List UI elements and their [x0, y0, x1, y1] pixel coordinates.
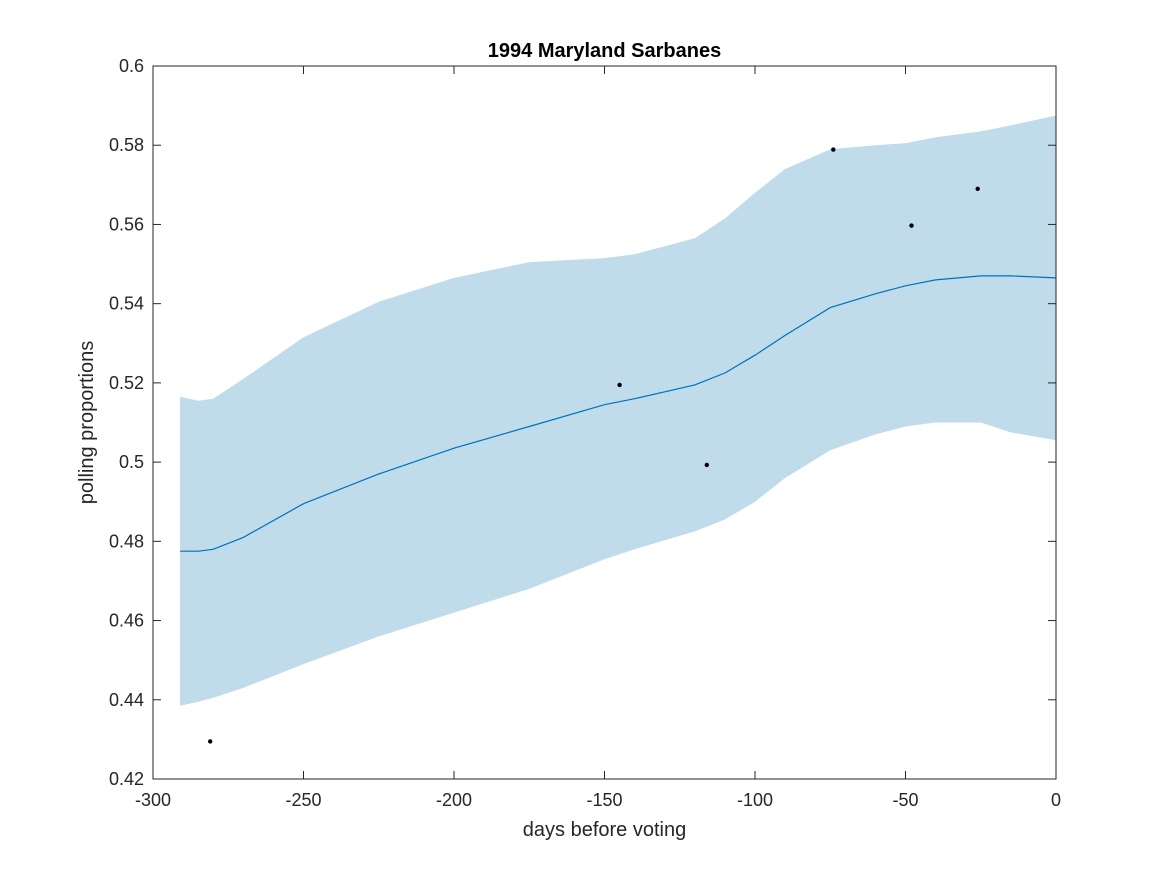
x-tick-label: -100: [737, 790, 773, 810]
y-tick-label: 0.52: [109, 373, 144, 393]
y-tick-label: 0.6: [119, 56, 144, 76]
x-tick-label: -200: [436, 790, 472, 810]
y-tick-label: 0.42: [109, 769, 144, 789]
y-tick-label: 0.54: [109, 294, 144, 314]
mean-line-layer: [180, 275, 1057, 552]
tick-layer: -300 -250 -200 -150 -100 -50 0 0.42 0.44 0.46 0.48…: [109, 56, 1061, 810]
y-tick-label: 0.58: [109, 135, 144, 155]
poll-point: [831, 147, 836, 152]
confidence-band-layer: [180, 115, 1057, 706]
poll-point: [909, 223, 914, 228]
y-tick-label: 0.56: [109, 214, 144, 234]
y-tick-label: 0.44: [109, 690, 144, 710]
x-tick-label: -300: [135, 790, 171, 810]
poll-point: [975, 186, 980, 191]
confidence-band: [180, 115, 1057, 706]
mean-line: [180, 275, 1057, 552]
y-tick-label: 0.5: [119, 452, 144, 472]
y-axis-label: polling proportions: [76, 341, 98, 504]
poll-point: [617, 382, 622, 388]
x-tick-label: -150: [586, 790, 622, 810]
y-tick-label: 0.46: [109, 611, 144, 631]
x-tick-label: -250: [285, 790, 321, 810]
x-axis-label: days before voting: [523, 819, 686, 841]
x-tick-label: -50: [892, 790, 918, 810]
x-tick-label: 0: [1051, 790, 1061, 810]
y-tick-label: 0.48: [109, 531, 144, 551]
poll-point: [208, 739, 213, 744]
chart-title: 1994 Maryland Sarbanes: [488, 40, 721, 62]
poll-points-layer: [208, 147, 980, 744]
poll-point: [704, 462, 709, 468]
